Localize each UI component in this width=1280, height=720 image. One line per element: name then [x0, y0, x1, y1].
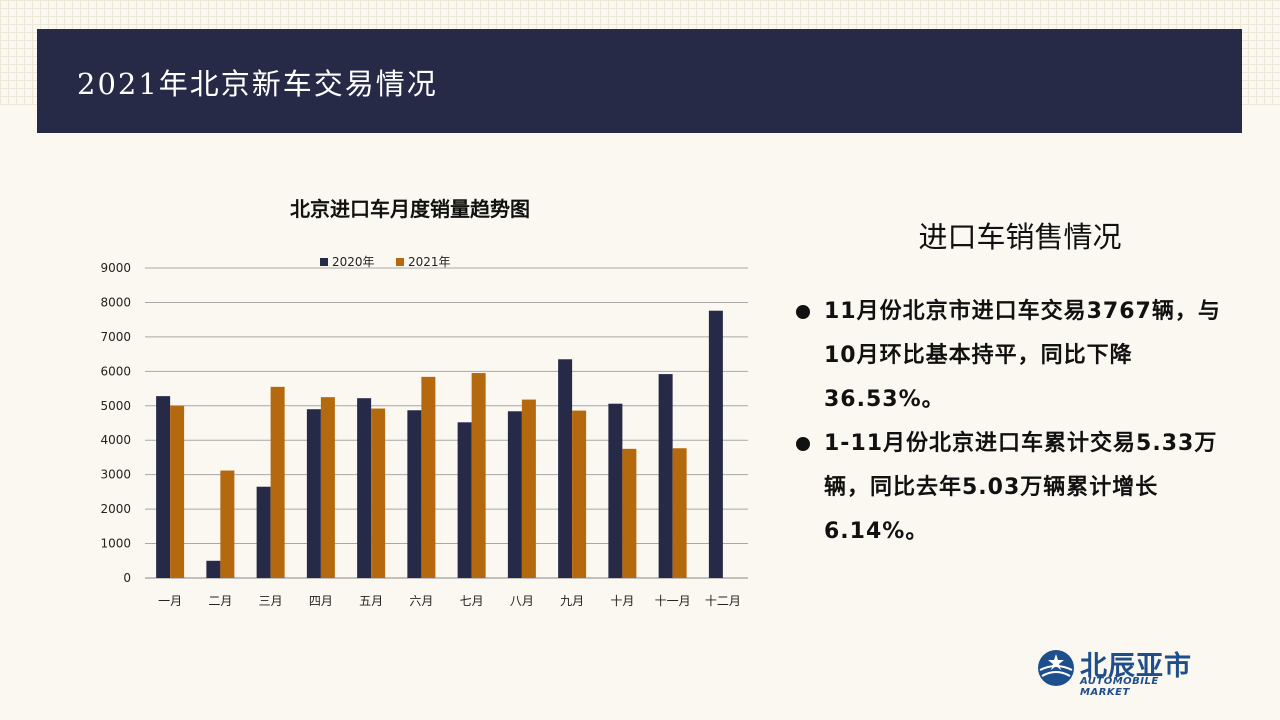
bullet-dot-icon — [796, 437, 810, 451]
y-tick-label: 3000 — [100, 468, 131, 482]
x-tick-label: 九月 — [560, 594, 584, 608]
bar-2021 — [421, 376, 436, 578]
y-tick-label: 5000 — [100, 399, 131, 413]
panel-title: 进口车销售情况 — [918, 220, 1122, 254]
bar-2020 — [357, 398, 372, 578]
header-bar: 2021年北京新车交易情况 — [37, 29, 1242, 133]
legend-label: 2020年 — [332, 255, 375, 269]
globe-icon — [1038, 650, 1074, 686]
bar-2021 — [622, 448, 637, 578]
x-tick-label: 四月 — [309, 594, 333, 608]
bar-2020 — [558, 359, 573, 578]
y-tick-label: 8000 — [100, 295, 131, 309]
bullet-item-2: 1-11月份北京进口车累计交易5.33万辆，同比去年5.03万辆累计增长6.14… — [792, 422, 1232, 554]
y-tick-label: 0 — [123, 571, 131, 585]
bar-2020 — [708, 310, 723, 578]
bar-2021 — [320, 397, 335, 578]
y-tick-label: 7000 — [100, 330, 131, 344]
y-tick-label: 4000 — [100, 433, 131, 447]
bar-2021 — [521, 399, 536, 578]
bar-2020 — [206, 560, 221, 578]
bar-2020 — [457, 422, 472, 578]
bar-2020 — [507, 411, 522, 578]
legend-swatch — [320, 258, 328, 266]
bar-2021 — [220, 470, 235, 578]
legend-label: 2021年 — [408, 255, 451, 269]
chart-title: 北京进口车月度销量趋势图 — [290, 197, 530, 221]
y-tick-label: 6000 — [100, 364, 131, 378]
bar-2021 — [170, 405, 185, 578]
bullet-dot-icon — [796, 305, 810, 319]
bar-2020 — [256, 486, 271, 578]
x-tick-label: 五月 — [359, 594, 383, 608]
bar-2021 — [471, 373, 486, 578]
legend-swatch — [396, 258, 404, 266]
x-tick-label: 十月 — [610, 594, 634, 608]
bar-2020 — [608, 403, 623, 578]
x-tick-label: 六月 — [409, 594, 433, 608]
x-tick-label: 七月 — [460, 594, 484, 608]
x-tick-label: 一月 — [158, 594, 182, 608]
bar-2020 — [306, 409, 321, 578]
bar-2020 — [407, 410, 422, 578]
y-tick-label: 1000 — [100, 537, 131, 551]
brand-logo: 北辰亚市 AUTOMOBILE MARKET — [1036, 646, 1211, 698]
logo-name-en: AUTOMOBILE MARKET — [1080, 676, 1159, 698]
bar-2020 — [156, 396, 171, 578]
page-title: 2021年北京新车交易情况 — [77, 67, 438, 101]
x-tick-label: 十一月 — [655, 594, 691, 608]
bar-2021 — [270, 386, 285, 578]
bullet-item-1: 11月份北京市进口车交易3767辆，与10月环比基本持平，同比下降36.53%。 — [792, 290, 1232, 422]
bullet-text-2: 1-11月份北京进口车累计交易5.33万辆，同比去年5.03万辆累计增长6.14… — [824, 431, 1218, 544]
bar-chart: 0 1000 2000 3000 4000 5000 6000 7000 8000 9000 一月 二… — [100, 255, 748, 608]
x-tick-label: 三月 — [259, 594, 283, 608]
y-tick-label: 9000 — [100, 261, 131, 275]
bar-2020 — [658, 374, 673, 578]
x-tick-label: 十二月 — [705, 594, 741, 608]
bar-2021 — [672, 448, 687, 578]
x-tick-label: 二月 — [208, 594, 232, 608]
x-tick-label: 八月 — [510, 594, 534, 608]
y-tick-label: 2000 — [100, 502, 131, 516]
logo-name-cn: 北辰亚市 — [1080, 651, 1192, 682]
bullet-list: 11月份北京市进口车交易3767辆，与10月环比基本持平，同比下降36.53%。… — [792, 290, 1232, 554]
bar-2021 — [572, 410, 587, 578]
bullet-text-1: 11月份北京市进口车交易3767辆，与10月环比基本持平，同比下降36.53%。 — [824, 299, 1221, 412]
bar-2021 — [371, 408, 386, 578]
